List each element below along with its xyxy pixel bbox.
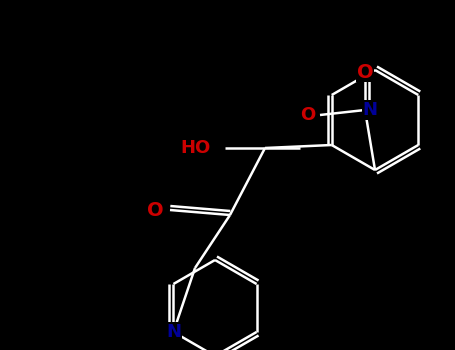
Text: N: N [363,101,378,119]
Text: HO: HO [180,139,210,157]
Text: O: O [300,106,315,124]
Text: N: N [166,323,181,341]
Text: O: O [147,201,163,219]
Text: O: O [357,63,373,82]
